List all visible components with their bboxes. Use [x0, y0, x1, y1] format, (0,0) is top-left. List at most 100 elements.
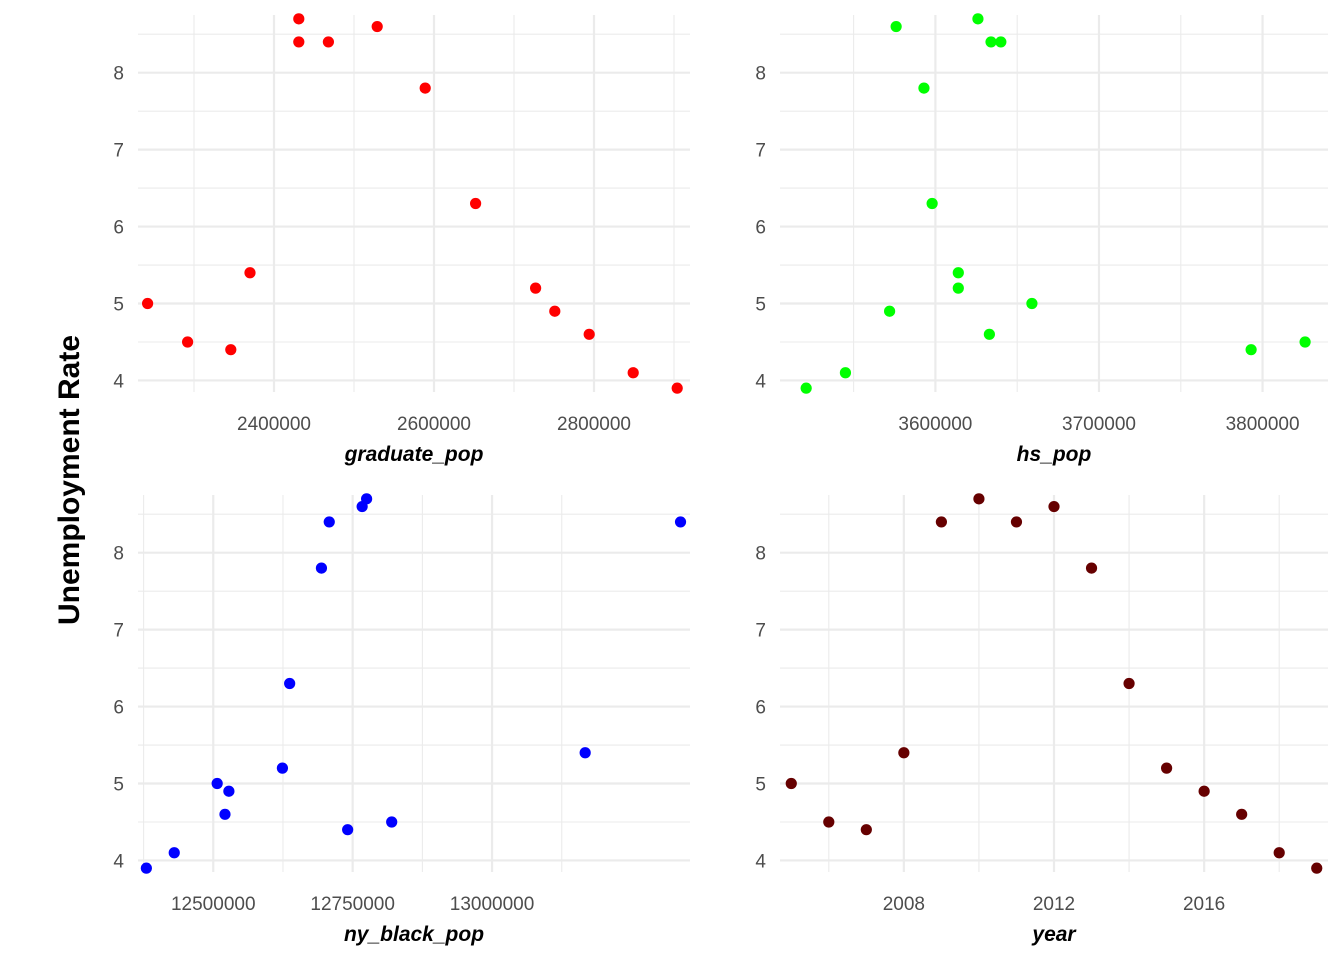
data-point: [1245, 344, 1257, 356]
data-point: [276, 762, 289, 774]
y-tick-label: 6: [755, 698, 766, 719]
x-axis-label: ny_black_pop: [344, 923, 484, 946]
data-point: [1010, 516, 1023, 528]
data-point: [579, 747, 591, 759]
data-point: [323, 516, 335, 528]
data-point: [973, 493, 985, 505]
data-point: [627, 367, 639, 379]
figure-y-axis-label: Unemployment Rate: [53, 335, 86, 625]
x-tick-label: 2400000: [237, 414, 311, 435]
y-tick-label: 5: [113, 295, 124, 316]
data-point: [1048, 500, 1060, 513]
data-point: [1161, 762, 1173, 774]
data-point: [342, 824, 354, 836]
data-point: [1123, 677, 1135, 690]
data-point: [898, 747, 910, 759]
data-point: [1236, 808, 1248, 820]
data-point: [671, 382, 683, 394]
x-axis-label: hs_pop: [1017, 443, 1092, 466]
data-point: [371, 20, 383, 33]
panel-year: 4 5 6 7 8 2008 2012 2016 year: [755, 493, 1328, 946]
y-tick-label: 8: [755, 64, 766, 85]
data-point: [972, 13, 984, 25]
data-point: [315, 562, 328, 574]
y-tick-label: 4: [755, 851, 766, 872]
data-point: [244, 267, 256, 279]
data-point: [470, 197, 482, 210]
data-point: [839, 367, 852, 379]
data-point: [530, 282, 542, 294]
data-point: [142, 297, 154, 310]
data-point: [952, 267, 964, 279]
x-axis-label: year: [1031, 923, 1077, 946]
data-point: [935, 516, 947, 528]
x-tick-label: 3700000: [1062, 414, 1136, 435]
data-point: [583, 328, 595, 340]
panel-ny_black_pop: 4 5 6 7 8 12500000 12750000 13000000 ny_black_po…: [113, 493, 690, 946]
data-point: [884, 305, 896, 317]
data-point: [800, 382, 812, 394]
panels: 4 5 6 7 8 2400000 2600000 2800000 graduate_pop 4 5…: [113, 13, 1328, 946]
y-tick-label: 8: [113, 544, 124, 565]
panel-graduate_pop: 4 5 6 7 8 2400000 2600000 2800000 graduate_pop: [113, 13, 690, 466]
x-tick-label: 2600000: [397, 414, 471, 435]
y-tick-label: 6: [113, 218, 124, 239]
y-tick-label: 7: [113, 141, 124, 162]
data-point: [225, 344, 237, 356]
data-point: [926, 197, 938, 210]
data-point: [985, 36, 997, 48]
panel-hs_pop: 4 5 6 7 8 3600000 3700000 3800000 hs_pop: [755, 13, 1328, 466]
data-point: [1026, 297, 1038, 310]
data-point: [140, 862, 152, 874]
x-tick-label: 2016: [1183, 894, 1225, 915]
x-tick-label: 2008: [883, 894, 925, 915]
data-point: [918, 82, 930, 94]
y-tick-label: 8: [755, 544, 766, 565]
y-tick-label: 4: [113, 371, 124, 392]
x-tick-label: 2012: [1033, 894, 1075, 915]
data-point: [823, 816, 835, 828]
data-point: [293, 13, 305, 25]
data-point: [952, 282, 964, 294]
y-tick-label: 8: [113, 64, 124, 85]
data-point: [1085, 562, 1098, 574]
y-tick-label: 4: [755, 371, 766, 392]
y-tick-label: 6: [113, 698, 124, 719]
data-point: [1299, 336, 1311, 348]
data-point: [860, 824, 872, 836]
x-tick-label: 12500000: [171, 894, 256, 915]
data-point: [1311, 862, 1323, 874]
data-point: [386, 816, 398, 828]
data-point: [293, 36, 305, 48]
data-point: [1198, 785, 1210, 797]
y-tick-label: 7: [755, 621, 766, 642]
data-point: [549, 305, 561, 317]
data-point: [322, 36, 334, 48]
data-point: [983, 328, 995, 340]
x-axis-label: graduate_pop: [344, 443, 484, 466]
y-tick-label: 4: [113, 851, 124, 872]
x-tick-label: 3800000: [1226, 414, 1300, 435]
data-point: [168, 847, 180, 859]
data-point: [223, 785, 235, 797]
y-tick-label: 6: [755, 218, 766, 239]
data-point: [361, 493, 373, 505]
x-tick-label: 3600000: [898, 414, 972, 435]
y-tick-label: 5: [113, 775, 124, 796]
data-point: [674, 516, 687, 528]
data-point: [219, 808, 231, 820]
y-tick-label: 5: [755, 295, 766, 316]
data-point: [419, 82, 431, 94]
y-tick-label: 7: [755, 141, 766, 162]
y-tick-label: 7: [113, 621, 124, 642]
x-tick-label: 12750000: [310, 894, 395, 915]
data-point: [211, 777, 223, 790]
data-point: [1273, 847, 1285, 859]
data-point: [182, 336, 194, 348]
data-point: [284, 677, 296, 690]
y-tick-label: 5: [755, 775, 766, 796]
x-tick-label: 13000000: [450, 894, 535, 915]
data-point: [785, 777, 797, 790]
x-tick-label: 2800000: [557, 414, 631, 435]
